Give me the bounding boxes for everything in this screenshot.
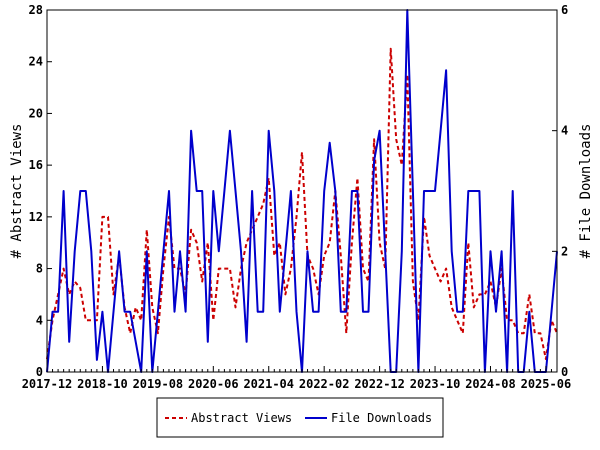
y-tick-label-left: 8	[36, 262, 43, 276]
x-tick-label: 2024-08	[465, 377, 516, 391]
y-tick-label-left: 28	[29, 3, 43, 17]
x-tick-label: 2025-06	[521, 377, 572, 391]
plot-frame	[46, 9, 558, 373]
x-tick-label: 2020-06	[188, 377, 239, 391]
y-tick-label-right: 0	[561, 365, 568, 379]
y-tick-label-right: 6	[561, 3, 568, 17]
series-line-file-downloads	[46, 9, 558, 373]
y-axis-label-left: # Abstract Views	[9, 124, 25, 259]
x-tick-label: 2021-04	[243, 377, 294, 391]
y-tick-label-right: 4	[561, 124, 568, 138]
x-tick-label: 2018-10	[77, 377, 128, 391]
x-tick-label: 2022-02	[299, 377, 350, 391]
legend-label-file-downloads: File Downloads	[331, 411, 432, 425]
y-tick-label-left: 12	[29, 210, 43, 224]
y-tick-label-left: 4	[36, 313, 43, 327]
x-tick-label: 2022-12	[354, 377, 405, 391]
y-tick-label-left: 24	[29, 55, 43, 69]
x-tick-label: 2017-12	[22, 377, 73, 391]
y-tick-label-left: 0	[36, 365, 43, 379]
legend-label-abstract-views: Abstract Views	[191, 411, 292, 425]
legend-box	[156, 397, 444, 438]
y-tick-label-right: 2	[561, 244, 568, 258]
y-axis-label-right: # File Downloads	[578, 124, 594, 259]
x-tick-label: 2023-10	[410, 377, 461, 391]
y-tick-label-left: 16	[29, 158, 43, 172]
x-tick-label: 2019-08	[133, 377, 184, 391]
y-tick-label-left: 20	[29, 106, 43, 120]
legend: Abstract Views File Downloads	[156, 397, 444, 438]
